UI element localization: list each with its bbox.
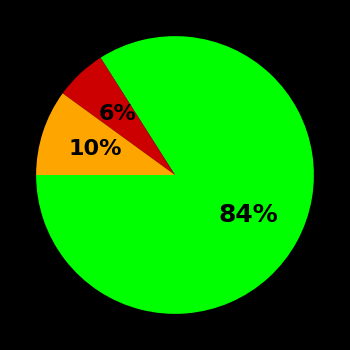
Wedge shape xyxy=(36,93,175,175)
Text: 10%: 10% xyxy=(69,139,122,159)
Text: 84%: 84% xyxy=(218,203,278,227)
Wedge shape xyxy=(36,36,314,314)
Text: 6%: 6% xyxy=(99,104,137,124)
Wedge shape xyxy=(63,58,175,175)
